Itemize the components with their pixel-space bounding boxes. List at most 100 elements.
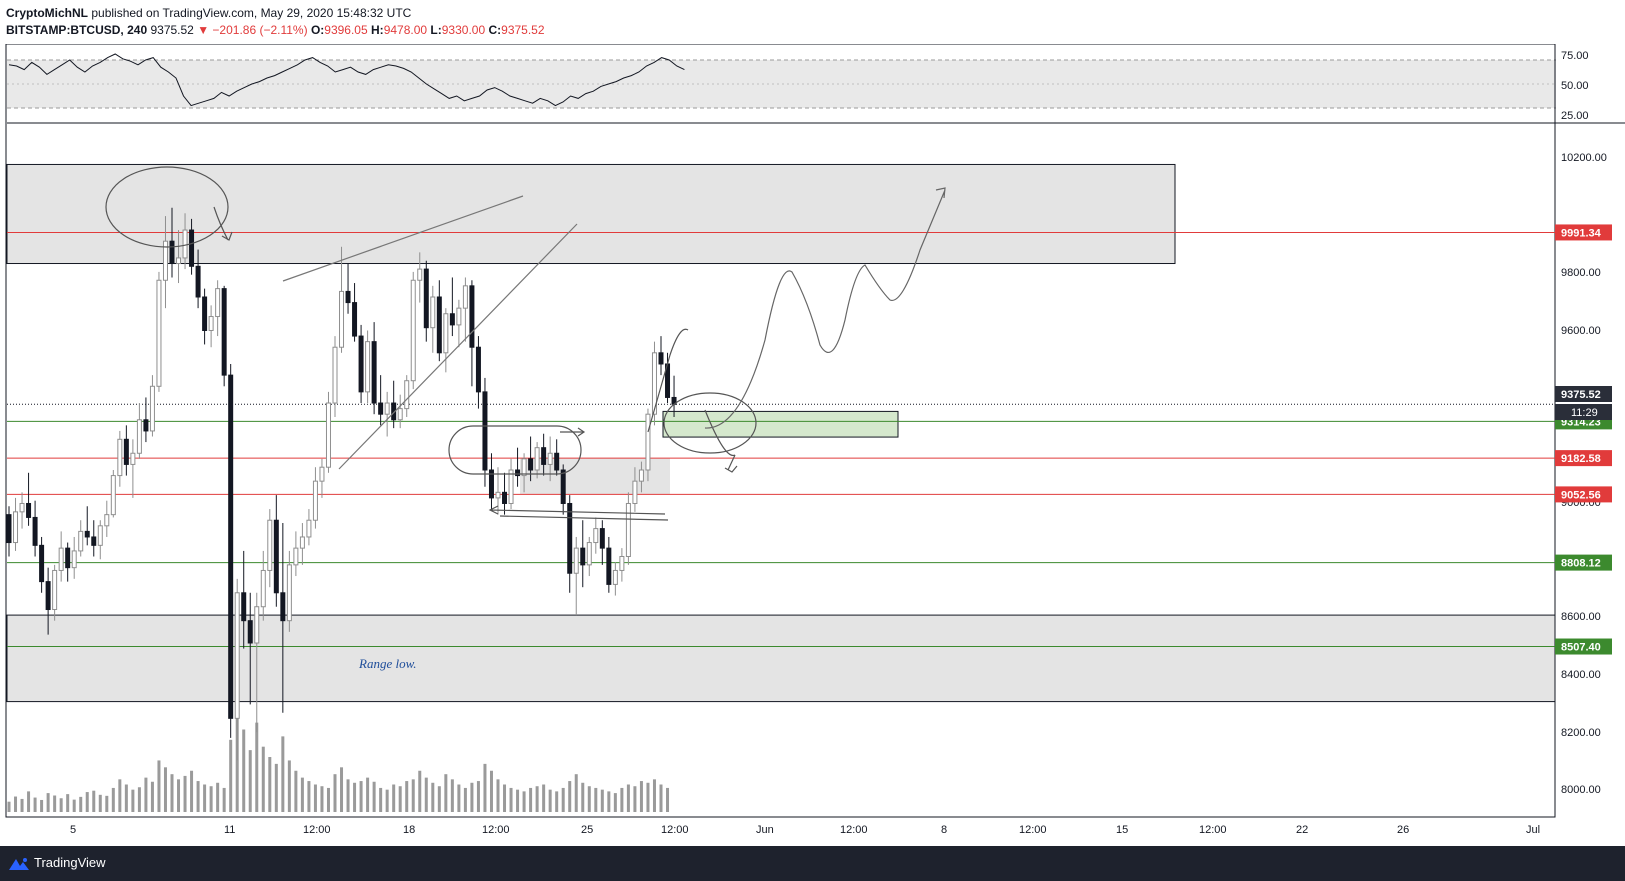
volume-bar-68 [450, 779, 454, 812]
volume-bar-61 [405, 781, 409, 812]
volume-bar-64 [424, 777, 428, 812]
volume-bar-98 [646, 782, 650, 812]
volume-bar-10 [72, 799, 76, 812]
candle-body-35 [234, 592, 240, 719]
candle-body-9 [65, 547, 71, 569]
volume-bar-99 [652, 779, 656, 812]
candle-body-24 [162, 240, 168, 281]
price-change: ▼ −201.86 (−2.11%) [197, 23, 308, 37]
price-tick-8000: 8000.00 [1561, 784, 1601, 796]
volume-bar-7 [53, 795, 57, 812]
candle-body-87 [573, 547, 579, 574]
candle-body-28 [189, 229, 195, 267]
volume-bar-72 [476, 781, 480, 812]
volume-bar-28 [190, 770, 194, 812]
price-chart[interactable]: 75.00 50.00 25.00 Range low. 10200.00 98… [0, 44, 1625, 846]
volume-bar-60 [398, 786, 402, 812]
volume-bar-95 [626, 784, 630, 812]
support-trendline [338, 223, 578, 470]
level-tag-5 [1555, 638, 1612, 655]
candle-body-56 [371, 341, 377, 404]
candle-body-43 [286, 564, 292, 622]
candle-body-6 [45, 581, 51, 611]
volume-bar-92 [607, 791, 611, 812]
candle-body-12 [84, 530, 90, 538]
volume-bar-100 [659, 784, 663, 812]
level-tag-3 [1555, 486, 1612, 503]
candle-body-75 [495, 491, 501, 499]
candle-body-18 [123, 438, 129, 465]
volume-bar-1 [14, 796, 18, 812]
volume-bar-47 [313, 784, 317, 812]
volume-bar-3 [27, 791, 31, 812]
candle-body-31 [208, 316, 214, 331]
ohlc-line: BITSTAMP:BTCUSD, 240 9375.52 ▼ −201.86 (… [6, 23, 545, 37]
candle-body-34 [228, 374, 234, 719]
volume-bar-78 [516, 789, 520, 812]
volume-bar-54 [359, 781, 363, 812]
candle-body-76 [502, 491, 508, 504]
volume-bar-13 [92, 790, 96, 812]
volume-bar-40 [268, 757, 272, 812]
candle-body-3 [26, 502, 32, 518]
candle-body-47 [312, 480, 318, 521]
candle-body-61 [404, 380, 410, 410]
volume-bar-44 [294, 770, 298, 812]
candle-body-23 [156, 279, 162, 387]
volume-bar-14 [98, 794, 102, 812]
rsi-tick-75: 75.00 [1561, 50, 1589, 62]
candle-body-74 [488, 469, 494, 499]
candle-body-29 [195, 265, 201, 298]
volume-bar-63 [418, 770, 422, 812]
volume-bar-83 [548, 789, 552, 812]
time-axis: 5 11 12:00 18 12:00 25 12:00 Jun 12:00 8… [70, 824, 1540, 836]
volume-bar-50 [333, 774, 337, 812]
tradingview-brand[interactable]: TradingView [34, 855, 106, 870]
volume-bar-15 [105, 795, 109, 812]
author-name[interactable]: CryptoMichNL [6, 6, 88, 20]
time-tick-13: 22 [1296, 824, 1308, 836]
green-zone [662, 410, 899, 438]
volume-bar-38 [255, 722, 259, 812]
candle-body-93 [612, 569, 618, 585]
volume-bar-77 [509, 787, 513, 812]
volume-bar-75 [496, 779, 500, 812]
time-tick-8: 12:00 [840, 824, 868, 836]
candle-body-38 [254, 606, 260, 644]
volume-bar-46 [307, 781, 311, 812]
volume-bar-91 [600, 789, 604, 812]
volume-bar-16 [111, 787, 115, 812]
high-label: H: [371, 23, 384, 37]
volume-bar-67 [444, 774, 448, 812]
candle-body-10 [71, 550, 77, 569]
volume-bar-33 [222, 787, 226, 812]
volume-bar-12 [85, 792, 89, 812]
volume-bar-97 [639, 781, 643, 812]
rsi-tick-50: 50.00 [1561, 80, 1589, 92]
candle-body-64 [423, 268, 429, 329]
countdown-label: 11:29 [1571, 407, 1598, 419]
level-label-3: 9052.56 [1561, 489, 1601, 501]
open-value: 9396.05 [324, 23, 368, 37]
volume-bar-59 [392, 784, 396, 812]
publish-line: CryptoMichNL published on TradingView.co… [6, 6, 411, 20]
candle-body-63 [417, 268, 423, 281]
volume-bar-9 [66, 794, 70, 812]
consolidation-arrow [560, 427, 586, 437]
zone-0 [6, 163, 1176, 265]
candle-body-22 [149, 385, 155, 432]
volume-bar-18 [124, 784, 128, 812]
last-price-label: 9375.52 [1561, 389, 1601, 401]
volume-bar-90 [594, 787, 598, 812]
time-tick-9: 8 [941, 824, 947, 836]
time-tick-0: 5 [70, 824, 76, 836]
volume-bar-58 [385, 789, 389, 812]
volume-bar-74 [489, 770, 493, 812]
last-price: 9375.52 [150, 23, 194, 37]
candle-body-84 [554, 452, 560, 471]
time-tick-12: 12:00 [1199, 824, 1227, 836]
close-label: C: [488, 23, 502, 37]
candle-body-26 [176, 257, 182, 265]
volume-bar-80 [529, 787, 533, 812]
volume-bar-8 [59, 798, 63, 812]
